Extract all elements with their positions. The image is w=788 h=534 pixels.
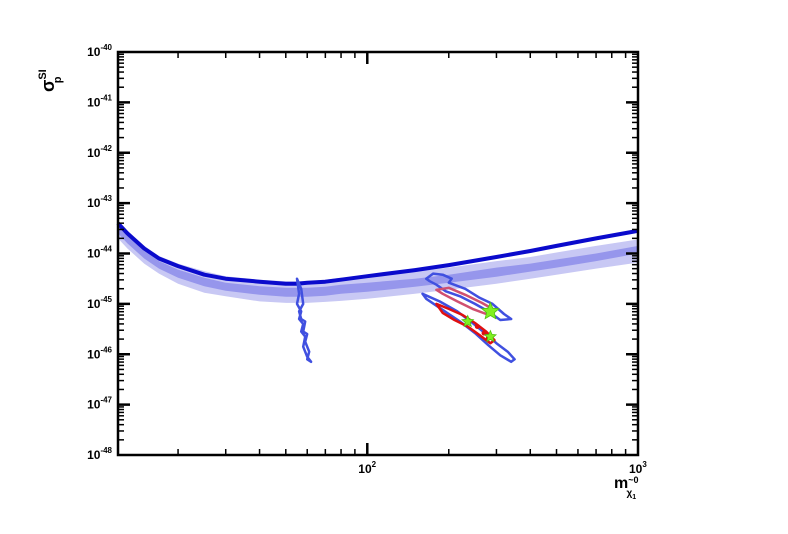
exclusion-limit <box>116 221 639 286</box>
benchmark-markers <box>460 301 500 343</box>
band-1sigma <box>118 225 638 297</box>
limit-curve <box>116 221 639 286</box>
contour-1 <box>295 277 313 364</box>
x-tick-label: 102 <box>358 460 376 476</box>
x-axis-label-sup: ~0 <box>628 475 638 485</box>
contour-5 <box>435 302 496 345</box>
star-marker-1 <box>480 301 500 320</box>
y-axis-label-base: σ <box>38 80 58 92</box>
x-axis-label-base: m <box>614 475 628 492</box>
confidence-bands <box>118 220 638 303</box>
y-axis-label: σSIp <box>37 69 64 92</box>
y-tick-label: 10-42 <box>87 144 112 160</box>
y-tick-label: 10-40 <box>87 43 112 59</box>
y-tick-label: 10-46 <box>87 345 112 361</box>
red-point-1 <box>474 324 480 330</box>
star-marker-3 <box>483 329 498 343</box>
star-marker-2 <box>460 314 475 328</box>
axis-ticks <box>118 52 638 455</box>
y-tick-label: 10-41 <box>87 93 112 109</box>
contour-2 <box>424 272 513 322</box>
x-tick-label: 103 <box>629 460 647 476</box>
y-tick-label: 10-47 <box>87 396 112 412</box>
axis-labels: σSIp m~0 χ1 10-40 10-41 10-42 10-43 10-44 10-4… <box>37 43 647 501</box>
x-axis-label: m~0 χ1 <box>614 475 639 501</box>
y-tick-label: 10-44 <box>87 245 112 261</box>
x-axis-label-sub: χ <box>627 488 633 499</box>
x-axis-label-subsub: 1 <box>632 494 636 501</box>
y-axis-label-sup: SI <box>37 69 49 79</box>
y-tick-label: 10-45 <box>87 295 112 311</box>
y-tick-label: 10-48 <box>87 446 112 462</box>
y-axis-label-sub: p <box>52 76 64 83</box>
y-tick-label: 10-43 <box>87 194 112 210</box>
